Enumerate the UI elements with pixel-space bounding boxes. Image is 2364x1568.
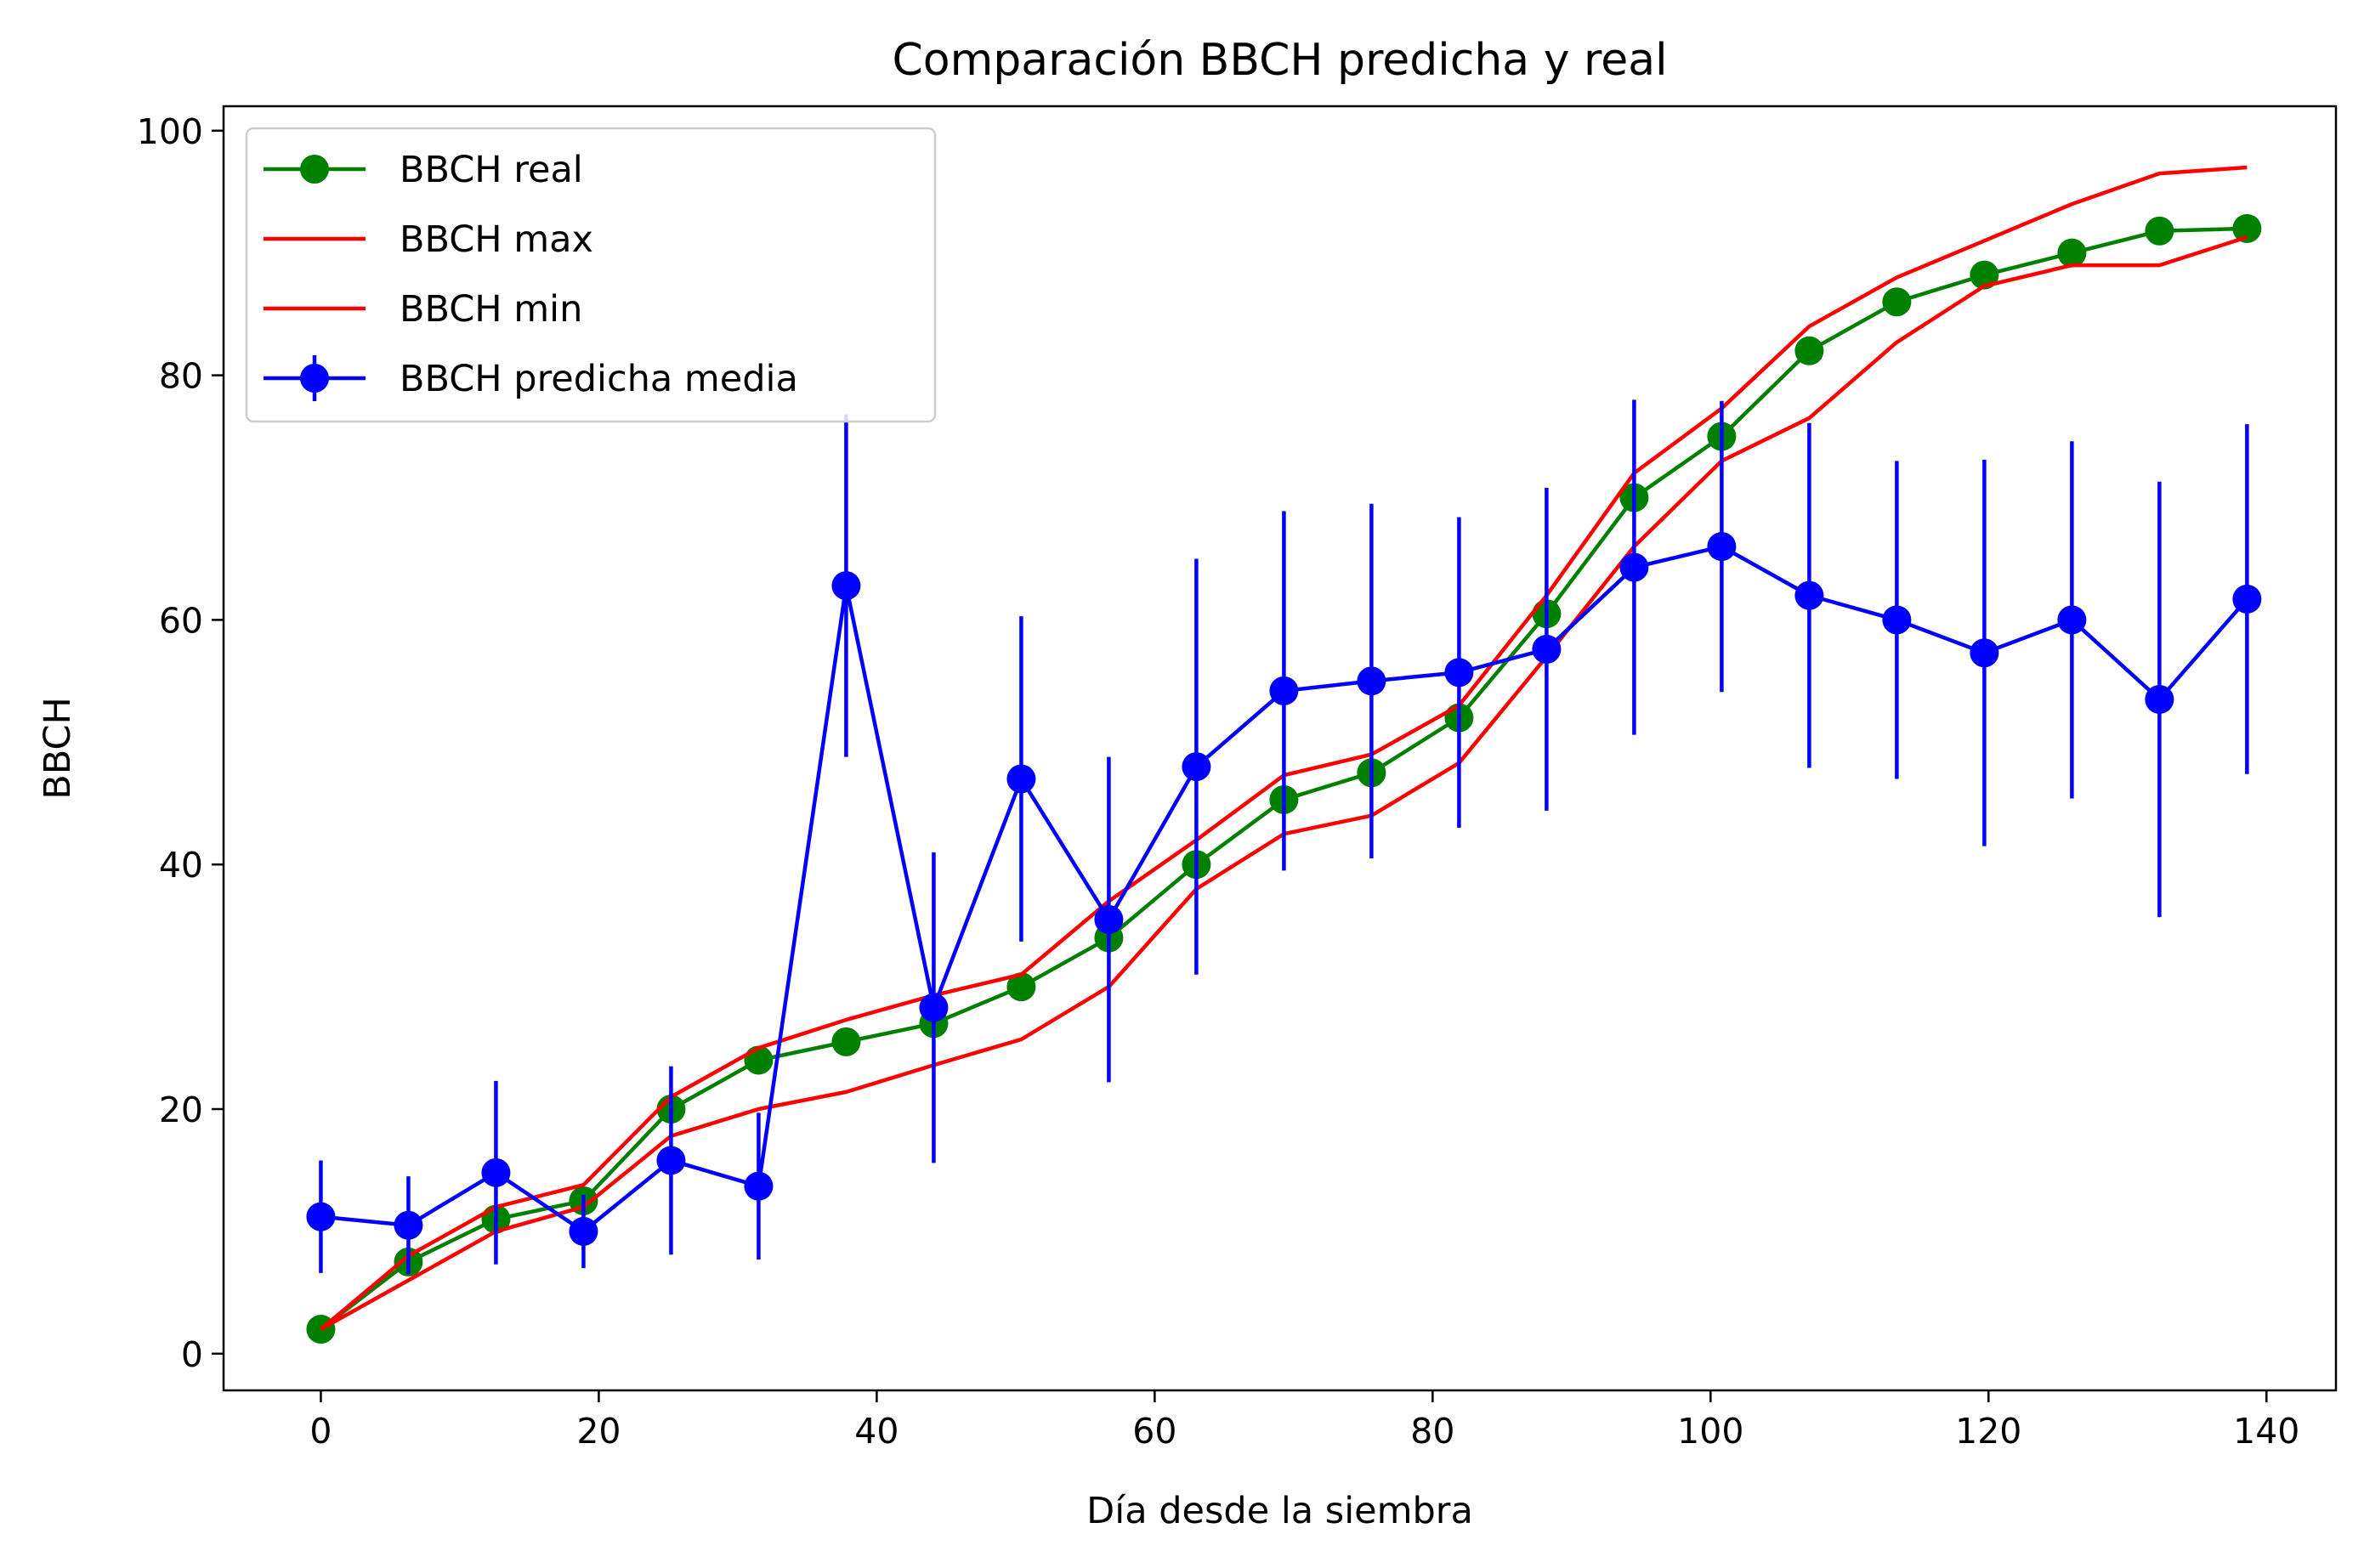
data-point	[1970, 260, 1999, 290]
data-point	[1532, 634, 1562, 664]
legend-marker	[300, 364, 329, 393]
data-point	[481, 1158, 511, 1187]
data-point	[2232, 584, 2262, 614]
data-point	[656, 1146, 686, 1175]
data-point	[2145, 684, 2174, 714]
x-axis: 0 20 40 60 80 100 120 140	[309, 1390, 2299, 1452]
data-point	[1094, 904, 1124, 934]
x-tick-label: 80	[1410, 1411, 1454, 1452]
data-point	[1619, 552, 1649, 582]
data-point	[831, 1027, 861, 1056]
legend-label: BBCH max	[400, 218, 593, 261]
y-axis-label: BBCH	[37, 697, 79, 800]
x-axis-label: Día desde la siembra	[1086, 1490, 1473, 1532]
y-tick-label: 60	[159, 600, 203, 641]
series-layer	[306, 165, 2262, 1344]
data-point	[2145, 216, 2174, 246]
y-axis: 0 20 40 60 80 100	[137, 111, 224, 1375]
data-point	[1006, 764, 1036, 794]
data-point	[306, 1202, 336, 1231]
data-point	[2057, 238, 2087, 268]
data-point	[831, 571, 861, 601]
data-point	[1182, 752, 1211, 782]
data-point	[1794, 336, 1824, 365]
chart-title: Comparación BBCH predicha y real	[892, 35, 1667, 86]
x-tick-label: 140	[2233, 1411, 2299, 1452]
x-tick-label: 40	[854, 1411, 899, 1452]
data-point	[2232, 213, 2262, 243]
legend-item: BBCH min	[264, 288, 582, 331]
y-tick-label: 100	[137, 111, 203, 152]
legend-item: BBCH real	[264, 149, 583, 191]
x-tick-label: 60	[1132, 1411, 1176, 1452]
legend-box	[245, 127, 937, 423]
data-point	[1707, 532, 1737, 562]
legend-marker	[300, 155, 329, 184]
legend-label: BBCH real	[400, 149, 583, 191]
x-tick-label: 20	[576, 1411, 621, 1452]
data-point	[1882, 287, 1912, 317]
data-point	[1444, 658, 1474, 688]
legend-item: BBCH max	[264, 218, 593, 261]
x-tick-label: 0	[309, 1411, 332, 1452]
y-tick-label: 40	[159, 845, 203, 886]
legend: BBCH real BBCH max BBCH min BBCH predicha m…	[245, 127, 937, 423]
data-point	[1006, 972, 1036, 1002]
legend-item: BBCH predicha media	[264, 355, 798, 401]
data-point	[919, 993, 949, 1022]
data-point	[2057, 605, 2087, 635]
data-point	[1269, 676, 1299, 705]
y-tick-label: 20	[159, 1090, 203, 1130]
data-point	[1970, 638, 1999, 668]
data-point	[394, 1210, 423, 1240]
y-tick-label: 80	[159, 356, 203, 397]
x-tick-label: 120	[1955, 1411, 2021, 1452]
series-bbch-predicha-media	[306, 399, 2262, 1275]
x-tick-label: 100	[1677, 1411, 1743, 1452]
data-point	[1794, 580, 1824, 610]
legend-label: BBCH predicha media	[400, 358, 798, 400]
plot-area	[222, 105, 2338, 1392]
data-point	[1357, 666, 1386, 696]
data-point	[1882, 605, 1912, 635]
y-tick-label: 0	[181, 1334, 203, 1375]
axes-frame	[222, 105, 2338, 1392]
data-point	[744, 1171, 774, 1201]
data-point	[569, 1216, 598, 1246]
legend-label: BBCH min	[400, 288, 582, 331]
